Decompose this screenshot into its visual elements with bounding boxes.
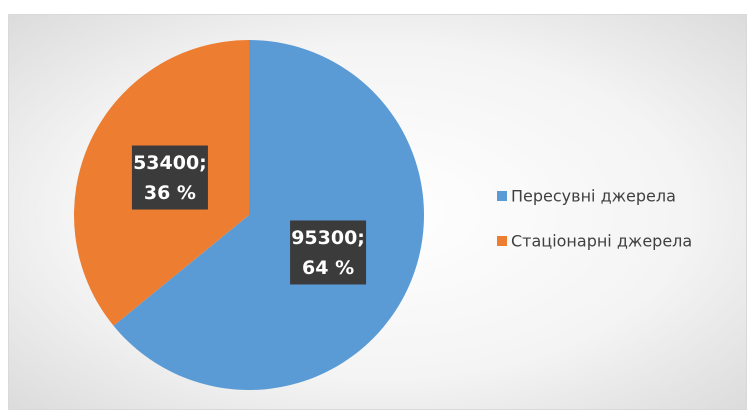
legend-label: Пересувні джерела [511,187,676,206]
data-label-box [131,145,208,210]
data-label: 53400; [133,152,207,174]
data-label: 95300; [291,227,365,249]
pie-slice [113,40,425,391]
data-label: 36 % [144,182,196,204]
legend-label: Стаціонарні джерела [511,232,692,251]
legend-swatch [497,191,507,201]
data-label: 64 % [302,257,354,279]
legend-swatch [497,236,507,246]
data-label-box [290,220,367,285]
